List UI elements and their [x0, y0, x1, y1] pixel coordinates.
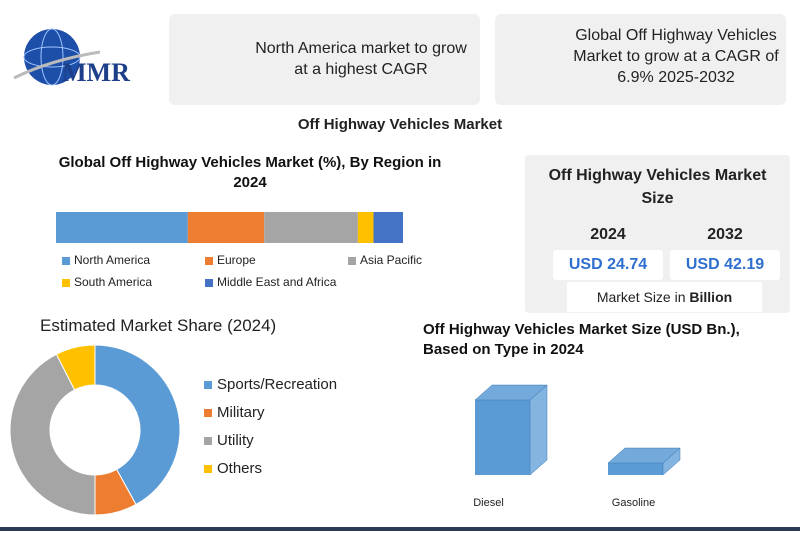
highlight-text: Global Off Highway Vehicles Market to gr… [573, 27, 779, 86]
legend-label: Asia Pacific [360, 253, 422, 267]
year: 2032 [707, 226, 743, 243]
bar-top [474, 384, 548, 401]
size-value: USD 42.19 [670, 250, 780, 280]
legend-label: Middle East and Africa [217, 275, 337, 289]
donut-slice [55, 344, 96, 391]
legend-label: Sports/Recreation [217, 376, 337, 393]
chart-title: Global Off Highway Vehicles Market (%), … [58, 154, 442, 191]
bar-front [475, 400, 530, 475]
legend-label: North America [74, 253, 150, 267]
highlight-box [495, 14, 786, 105]
chart-title: Off Highway Vehicles Market Size (USD Bn… [423, 321, 740, 358]
size-title: Off Highway Vehicles Market Size [548, 167, 767, 207]
legend-swatch [348, 257, 356, 265]
bar-3d [607, 447, 681, 476]
legend-label: Military [217, 404, 265, 421]
legend-swatch [62, 257, 70, 265]
legend-swatch [204, 465, 212, 473]
legend-label: Others [217, 460, 262, 477]
main-title: Off Highway Vehicles Market [297, 116, 503, 133]
note-text: Market Size in [596, 289, 686, 305]
bar-segment [56, 212, 188, 243]
highlight-text: North America market to grow at a highes… [255, 40, 467, 78]
size-note: Market Size in Billion [567, 282, 762, 312]
logo-text: MMR [62, 58, 130, 87]
legend-swatch [204, 409, 212, 417]
chart-title: Estimated Market Share (2024) [40, 316, 277, 335]
bar-front [608, 463, 663, 475]
legend-label: South America [74, 275, 152, 289]
bar-top [607, 447, 681, 464]
highlight-box [169, 14, 480, 105]
bar-3d [474, 384, 548, 476]
bar-segment [373, 212, 403, 243]
donut-slice [9, 353, 96, 516]
legend-label: Europe [217, 253, 256, 267]
bar-segment [264, 212, 358, 243]
logo: MMR [13, 28, 130, 87]
donut-slice [94, 344, 181, 506]
size-value: USD 24.74 [553, 250, 663, 280]
legend-swatch [204, 437, 212, 445]
bar-side [529, 384, 548, 476]
legend-swatch [204, 381, 212, 389]
year: 2024 [590, 226, 626, 243]
bar-segment [357, 212, 374, 243]
x-tick-label: Gasoline [612, 497, 655, 509]
legend-swatch [62, 279, 70, 287]
note-unit: Billion [689, 289, 733, 305]
legend-label: Utility [217, 432, 254, 449]
legend-swatch [205, 279, 213, 287]
bar-segment [187, 212, 265, 243]
x-tick-label: Diesel [473, 497, 504, 509]
legend-swatch [205, 257, 213, 265]
